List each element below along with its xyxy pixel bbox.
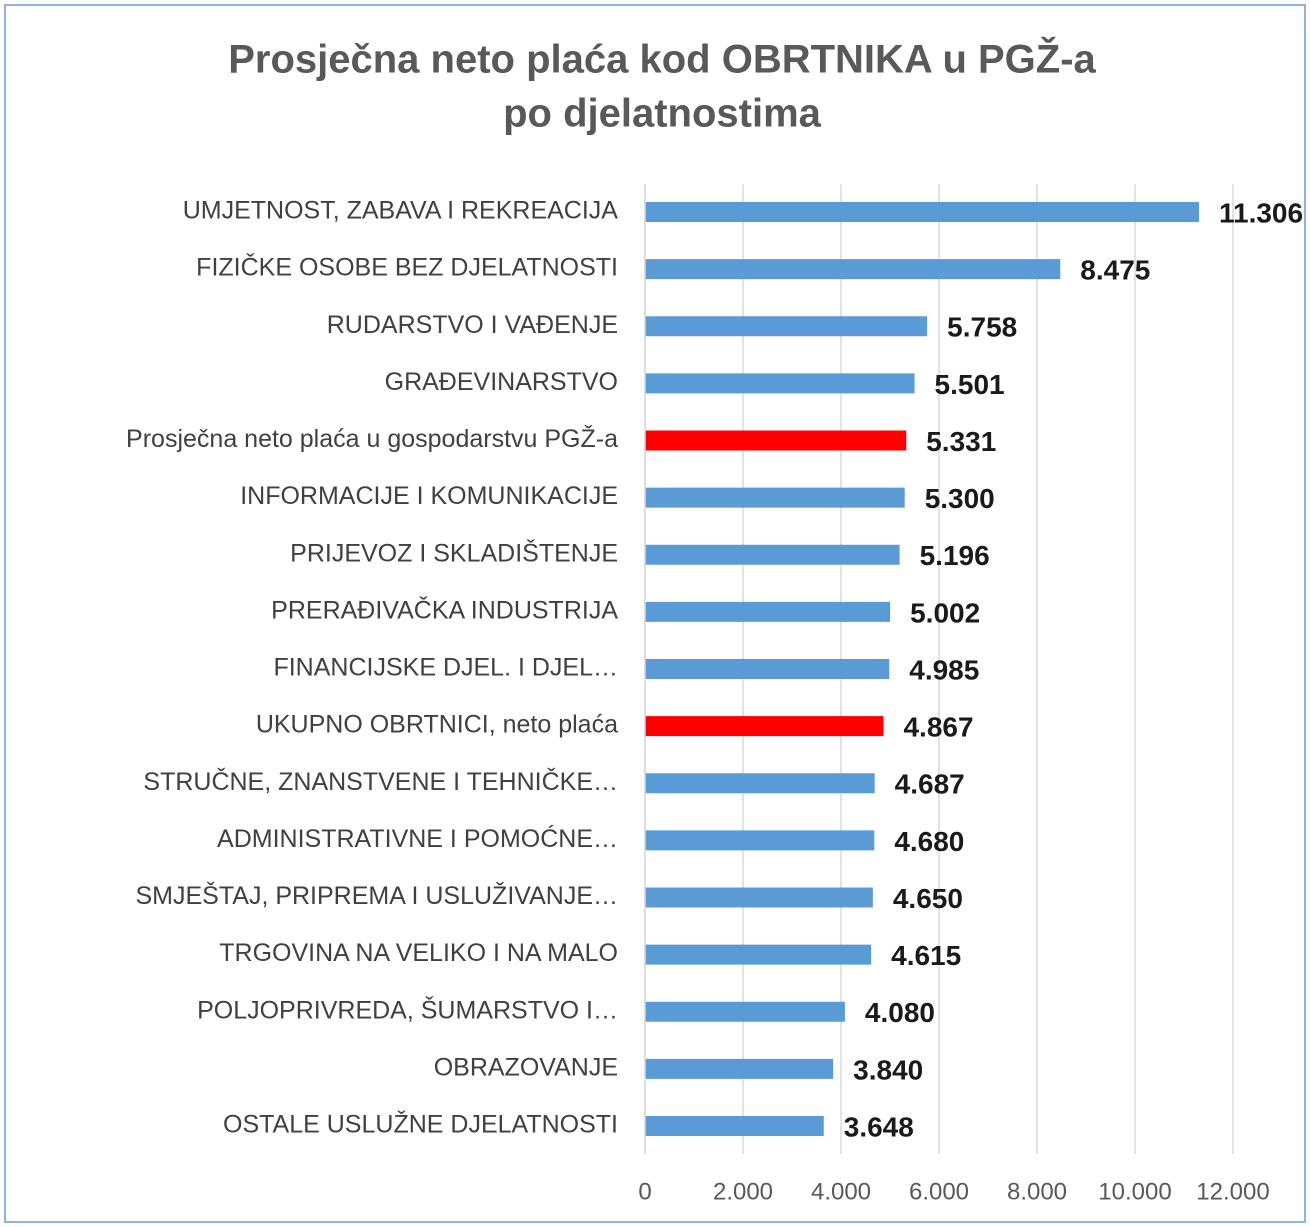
category-label: GRAĐEVINARSTVO <box>385 368 618 396</box>
category-label: ADMINISTRATIVNE I POMOĆNE… <box>217 824 618 853</box>
bar <box>645 544 900 565</box>
bar <box>645 202 1199 222</box>
bar <box>645 601 891 622</box>
category-label: FIZIČKE OSOBE BEZ DJELATNOSTI <box>196 253 618 282</box>
category-label: INFORMACIJE I KOMUNIKACIJE <box>240 482 618 510</box>
bar <box>645 1058 834 1079</box>
x-tick-label: 10.000 <box>1098 1178 1171 1205</box>
bar <box>645 830 875 851</box>
chart-title: Prosječna neto plaća kod OBRTNIKA u PGŽ-… <box>228 36 1096 82</box>
value-label: 4.680 <box>894 826 964 857</box>
category-label: Prosječna neto plaća u gospodarstvu PGŽ-… <box>126 424 618 453</box>
value-label: 4.080 <box>865 997 935 1028</box>
bar <box>645 887 873 908</box>
category-label: OBRAZOVANJE <box>434 1053 618 1081</box>
x-tick-label: 12.000 <box>1196 1178 1269 1205</box>
value-label: 5.331 <box>926 426 996 457</box>
value-label: 11.306 <box>1219 197 1303 228</box>
value-label: 3.648 <box>844 1111 914 1142</box>
category-label: UMJETNOST, ZABAVA I REKREACIJA <box>183 197 619 225</box>
x-tick-label: 0 <box>638 1178 651 1205</box>
category-label: PRIJEVOZ I SKLADIŠTENJE <box>290 538 618 567</box>
value-label: 5.002 <box>910 597 980 628</box>
bar <box>645 430 907 451</box>
category-label: POLJOPRIVREDA, ŠUMARSTVO I… <box>197 995 618 1024</box>
category-label: OSTALE USLUŽNE DJELATNOSTI <box>223 1110 618 1139</box>
bar <box>645 1001 845 1022</box>
value-label: 5.196 <box>920 540 990 571</box>
category-label: STRUČNE, ZNANSTVENE I TEHNIČKE… <box>143 767 618 796</box>
value-label: 5.501 <box>935 369 1005 400</box>
value-label: 4.650 <box>893 883 963 914</box>
category-label: TRGOVINA NA VELIKO I NA MALO <box>219 939 618 967</box>
value-label: 4.985 <box>909 654 979 685</box>
bar <box>645 659 890 679</box>
value-label: 4.615 <box>891 940 961 971</box>
x-tick-label: 2.000 <box>713 1178 773 1205</box>
category-label: PRERAĐIVAČKA INDUSTRIJA <box>271 595 618 624</box>
category-label: FINANCIJSKE DJEL. I DJEL… <box>273 654 618 682</box>
x-tick-label: 8.000 <box>1007 1178 1067 1205</box>
x-tick-label: 4.000 <box>811 1178 871 1205</box>
bar <box>645 716 884 737</box>
bar <box>645 373 915 394</box>
value-label: 5.300 <box>925 483 995 514</box>
value-label: 5.758 <box>947 312 1017 343</box>
value-label: 3.840 <box>853 1054 923 1085</box>
category-label: UKUPNO OBRTNICI, neto plaća <box>256 711 618 739</box>
bar <box>645 773 875 794</box>
bar <box>645 944 872 965</box>
x-tick-label: 6.000 <box>909 1178 969 1205</box>
bar <box>645 259 1061 280</box>
bar <box>645 316 928 337</box>
category-label: RUDARSTVO I VAĐENJE <box>327 311 618 339</box>
category-label: SMJEŠTAJ, PRIPREMA I USLUŽIVANJE… <box>136 881 619 910</box>
bar <box>645 1116 824 1136</box>
value-label: 4.867 <box>903 712 973 743</box>
chart-title: po djelatnostima <box>503 92 822 136</box>
bar <box>645 487 905 508</box>
value-label: 8.475 <box>1080 255 1150 286</box>
value-label: 4.687 <box>895 769 965 800</box>
